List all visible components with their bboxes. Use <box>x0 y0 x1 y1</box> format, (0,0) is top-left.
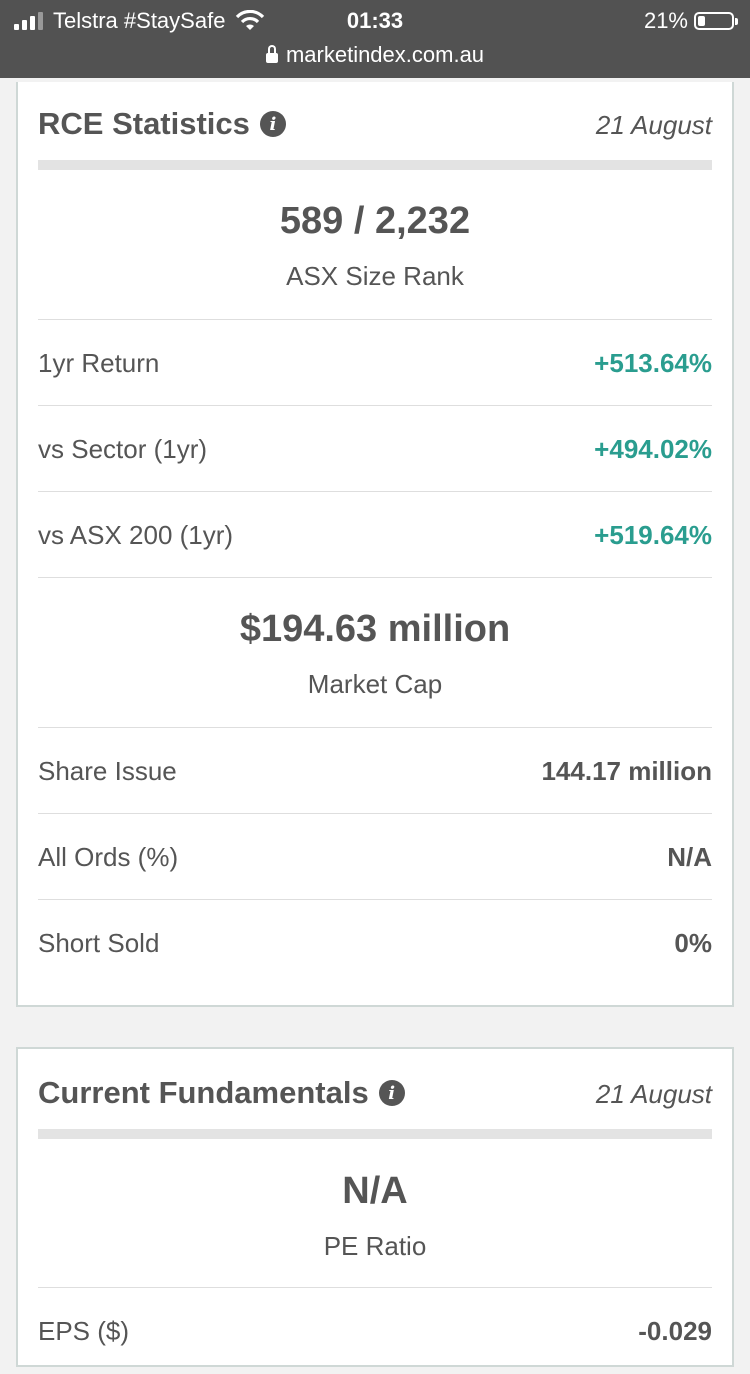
row-value: +513.64% <box>594 347 712 378</box>
row-label: All Ords (%) <box>38 841 179 872</box>
signal-icon <box>14 12 43 30</box>
card-title-text: RCE Statistics <box>38 106 250 141</box>
info-icon[interactable]: i <box>378 1080 405 1106</box>
header-rule <box>38 1129 712 1139</box>
stat-row-share-issue: Share Issue 144.17 million <box>38 727 712 814</box>
row-value: 144.17 million <box>541 755 712 786</box>
lock-icon <box>265 45 278 63</box>
stat-row-eps: EPS ($) -0.029 <box>38 1287 712 1374</box>
row-label: vs Sector (1yr) <box>38 433 208 464</box>
pe-ratio-stat: N/A PE Ratio <box>38 1170 712 1262</box>
info-icon[interactable]: i <box>259 111 286 137</box>
market-cap-stat: $194.63 million Market Cap <box>38 608 712 700</box>
pe-ratio-value: N/A <box>342 1170 408 1212</box>
card-title: Current Fundamentals i <box>38 1075 405 1111</box>
carrier-name: Telstra #StaySafe <box>53 8 226 33</box>
current-fundamentals-card: Current Fundamentals i 21 August N/A PE … <box>16 1047 734 1367</box>
row-value: +519.64% <box>594 519 712 550</box>
rce-statistics-card: RCE Statistics i 21 August 589 / 2,232 A… <box>16 82 734 1007</box>
row-value: -0.029 <box>638 1315 712 1346</box>
stat-row-vs-asx200: vs ASX 200 (1yr) +519.64% <box>38 491 712 578</box>
battery-info: 21% <box>643 8 738 34</box>
size-rank-label: ASX Size Rank <box>286 261 464 291</box>
row-label: 1yr Return <box>38 347 160 378</box>
row-value: 0% <box>674 927 712 958</box>
card-title-text: Current Fundamentals <box>38 1075 369 1110</box>
stat-row-all-ords: All Ords (%) N/A <box>38 813 712 900</box>
stat-row-1yr-return: 1yr Return +513.64% <box>38 319 712 406</box>
card-date: 21 August <box>595 1079 712 1109</box>
size-rank-value: 589 / 2,232 <box>279 200 471 242</box>
carrier-info: Telstra #StaySafe <box>14 8 265 34</box>
row-label: Share Issue <box>38 755 177 786</box>
row-label: vs ASX 200 (1yr) <box>38 519 234 550</box>
url-text: marketindex.com.au <box>285 42 485 67</box>
row-label: Short Sold <box>38 927 160 958</box>
url-bar[interactable]: marketindex.com.au <box>0 40 750 70</box>
divider <box>38 577 712 578</box>
row-value: N/A <box>667 841 712 872</box>
card-title: RCE Statistics i <box>38 106 286 142</box>
card-header: Current Fundamentals i 21 August <box>38 1049 712 1129</box>
card-date: 21 August <box>595 110 712 140</box>
status-bar: Telstra #StaySafe 01:33 21% marketindex.… <box>0 0 750 78</box>
market-cap-value: $194.63 million <box>239 608 511 650</box>
battery-icon <box>694 12 738 30</box>
stat-row-vs-sector: vs Sector (1yr) +494.02% <box>38 405 712 492</box>
size-rank-stat: 589 / 2,232 ASX Size Rank <box>38 200 712 292</box>
card-header: RCE Statistics i 21 August <box>38 80 712 160</box>
wifi-icon <box>236 10 265 30</box>
battery-percent: 21% <box>643 8 688 33</box>
pe-ratio-label: PE Ratio <box>323 1231 427 1261</box>
stat-row-short-sold: Short Sold 0% <box>38 899 712 986</box>
row-label: EPS ($) <box>38 1315 130 1346</box>
header-rule <box>38 160 712 170</box>
market-cap-label: Market Cap <box>307 669 443 699</box>
row-value: +494.02% <box>594 433 712 464</box>
